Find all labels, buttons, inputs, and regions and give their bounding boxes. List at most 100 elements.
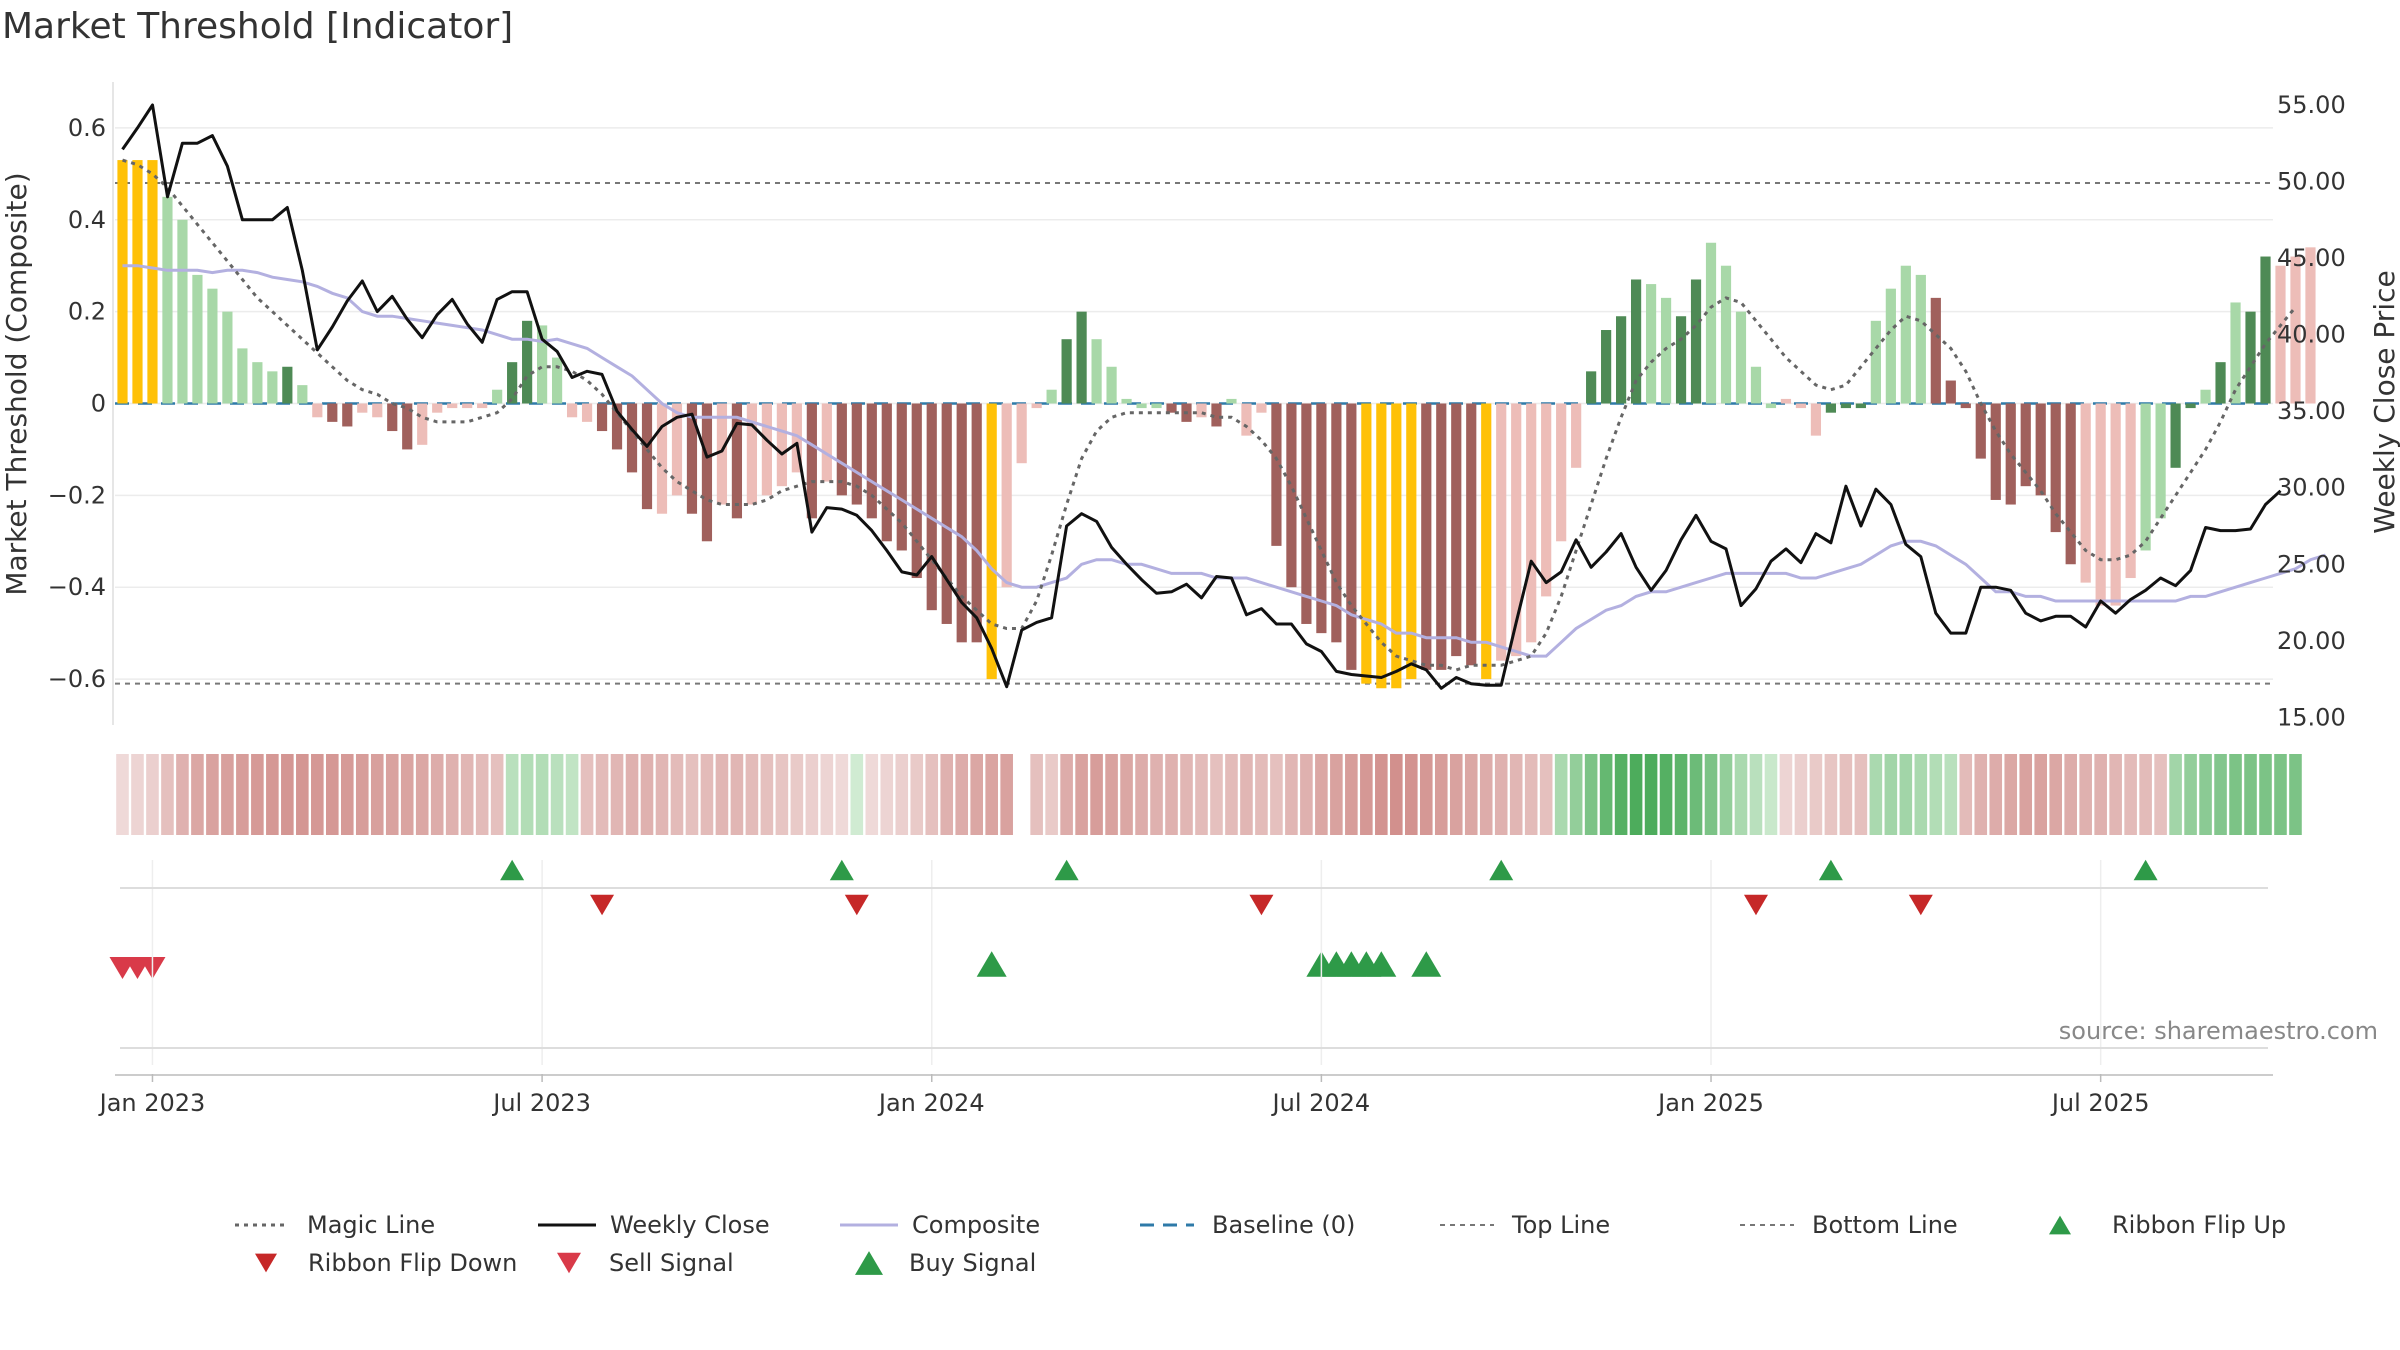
composite-bar <box>237 348 248 404</box>
magic-line <box>122 158 2297 672</box>
ribbon-cell <box>1255 754 1268 835</box>
composite-bar <box>1571 403 1582 468</box>
composite-bar <box>1795 403 1807 409</box>
ribbon-cell <box>1120 754 1133 835</box>
y-axis-title: Market Threshold (Composite) <box>0 172 33 595</box>
composite-bar <box>971 403 982 643</box>
composite-bar <box>701 403 713 542</box>
legend-label: Buy Signal <box>909 1249 1036 1277</box>
ribbon-cell <box>1764 754 1778 835</box>
ribbon-cell <box>311 754 324 835</box>
ribbon-cell <box>1569 754 1583 835</box>
ribbon-cell <box>1524 754 1538 835</box>
composite-bar <box>1196 403 1207 418</box>
composite-bar <box>1406 403 1417 680</box>
ribbon-cell <box>236 754 249 835</box>
composite-bar <box>1436 403 1447 670</box>
composite-bars <box>117 160 2316 689</box>
y2-tick-label: 30.00 <box>2277 474 2346 502</box>
composite-bar <box>806 403 817 519</box>
composite-bar <box>896 403 907 551</box>
ribbon-cell <box>1419 754 1433 835</box>
legend-label: Weekly Close <box>610 1211 770 1239</box>
composite-bar <box>1870 320 1881 404</box>
y2-tick-label: 40.00 <box>2277 321 2346 349</box>
ribbon-cell <box>1899 754 1913 835</box>
ribbon-cell <box>790 754 804 835</box>
ribbon-cell <box>595 754 609 835</box>
composite-bar <box>1061 339 1072 404</box>
ribbon-strip <box>116 754 2302 835</box>
ribbon-cell <box>146 754 159 835</box>
ribbon-cell <box>1075 754 1088 835</box>
composite-bar <box>851 403 862 505</box>
composite-bar <box>1301 403 1312 624</box>
legend-swatch-buy <box>855 1251 883 1275</box>
legend-label: Ribbon Flip Down <box>308 1249 517 1277</box>
ribbon-cell <box>430 754 444 835</box>
x-tick-label: Jan 2025 <box>1656 1089 1764 1117</box>
ribbon-cell <box>2019 754 2033 835</box>
ribbon-cell <box>1000 754 1013 835</box>
ribbon-cell <box>835 754 849 835</box>
composite-bar <box>192 274 203 404</box>
composite-bar <box>1151 403 1162 409</box>
ribbon-cell <box>1195 754 1208 835</box>
composite-bar <box>2125 403 2136 579</box>
ribbon-cell <box>2049 754 2062 835</box>
ribbon-cell <box>221 754 234 835</box>
composite-bar <box>1496 403 1507 661</box>
composite-bar <box>1526 403 1537 643</box>
ribbon-cell <box>610 754 624 835</box>
ribbon-cell <box>1225 754 1238 835</box>
legend-swatch-flip-down <box>255 1253 277 1273</box>
ribbon-cell <box>1614 754 1628 835</box>
ribbon-cell <box>1584 754 1598 835</box>
composite-bar <box>417 403 428 445</box>
composite-bar <box>447 403 458 409</box>
ribbon-cell <box>1360 754 1373 835</box>
ribbon-cell <box>1854 754 1868 835</box>
ribbon-cell <box>340 754 354 835</box>
composite-bar <box>1945 380 1956 404</box>
composite-bar <box>1735 311 1747 404</box>
ribbon-cell <box>2214 754 2227 835</box>
composite-bar <box>1106 366 1117 404</box>
legend-swatch-sell <box>557 1252 581 1274</box>
y2-tick-label: 15.00 <box>2277 703 2346 731</box>
composite-bar <box>1346 403 1357 670</box>
ribbon-cell <box>370 754 384 835</box>
composite-bar <box>2095 403 2106 606</box>
ribbon-cell <box>2259 754 2272 835</box>
ribbon-cell <box>895 754 909 835</box>
buy-signal-marker <box>1366 951 1397 977</box>
composite-bar <box>1241 403 1252 436</box>
ribbon-cell <box>1839 754 1853 835</box>
composite-bar <box>327 403 338 422</box>
composite-bar <box>1331 403 1342 643</box>
ribbon-cell <box>251 754 264 835</box>
ribbon-cell <box>640 754 654 835</box>
composite-bar <box>1376 403 1387 689</box>
ribbon-cell <box>2154 754 2167 835</box>
composite-bar <box>2020 403 2031 487</box>
composite-bar <box>372 403 383 418</box>
ribbon-cell <box>1794 754 1808 835</box>
ribbon-cell <box>970 754 983 835</box>
composite-bar <box>2290 256 2301 404</box>
composite-bar <box>1016 403 1027 464</box>
composite-bar <box>2230 302 2241 404</box>
ribbon-cell <box>2169 754 2182 835</box>
composite-bar <box>1091 339 1102 404</box>
composite-bar <box>926 403 937 611</box>
ribbon-cell <box>1644 754 1658 835</box>
composite-bar <box>551 357 563 404</box>
composite-bar <box>1271 403 1282 546</box>
ribbon-cell <box>1135 754 1148 835</box>
x-tick-label: Jul 2025 <box>2050 1089 2150 1117</box>
x-tick-label: Jul 2024 <box>1271 1089 1371 1117</box>
ribbon-cell <box>2139 754 2152 835</box>
composite-bar <box>1810 403 1822 436</box>
y-tick-label: 0 <box>91 390 106 418</box>
composite-bar <box>342 403 353 427</box>
